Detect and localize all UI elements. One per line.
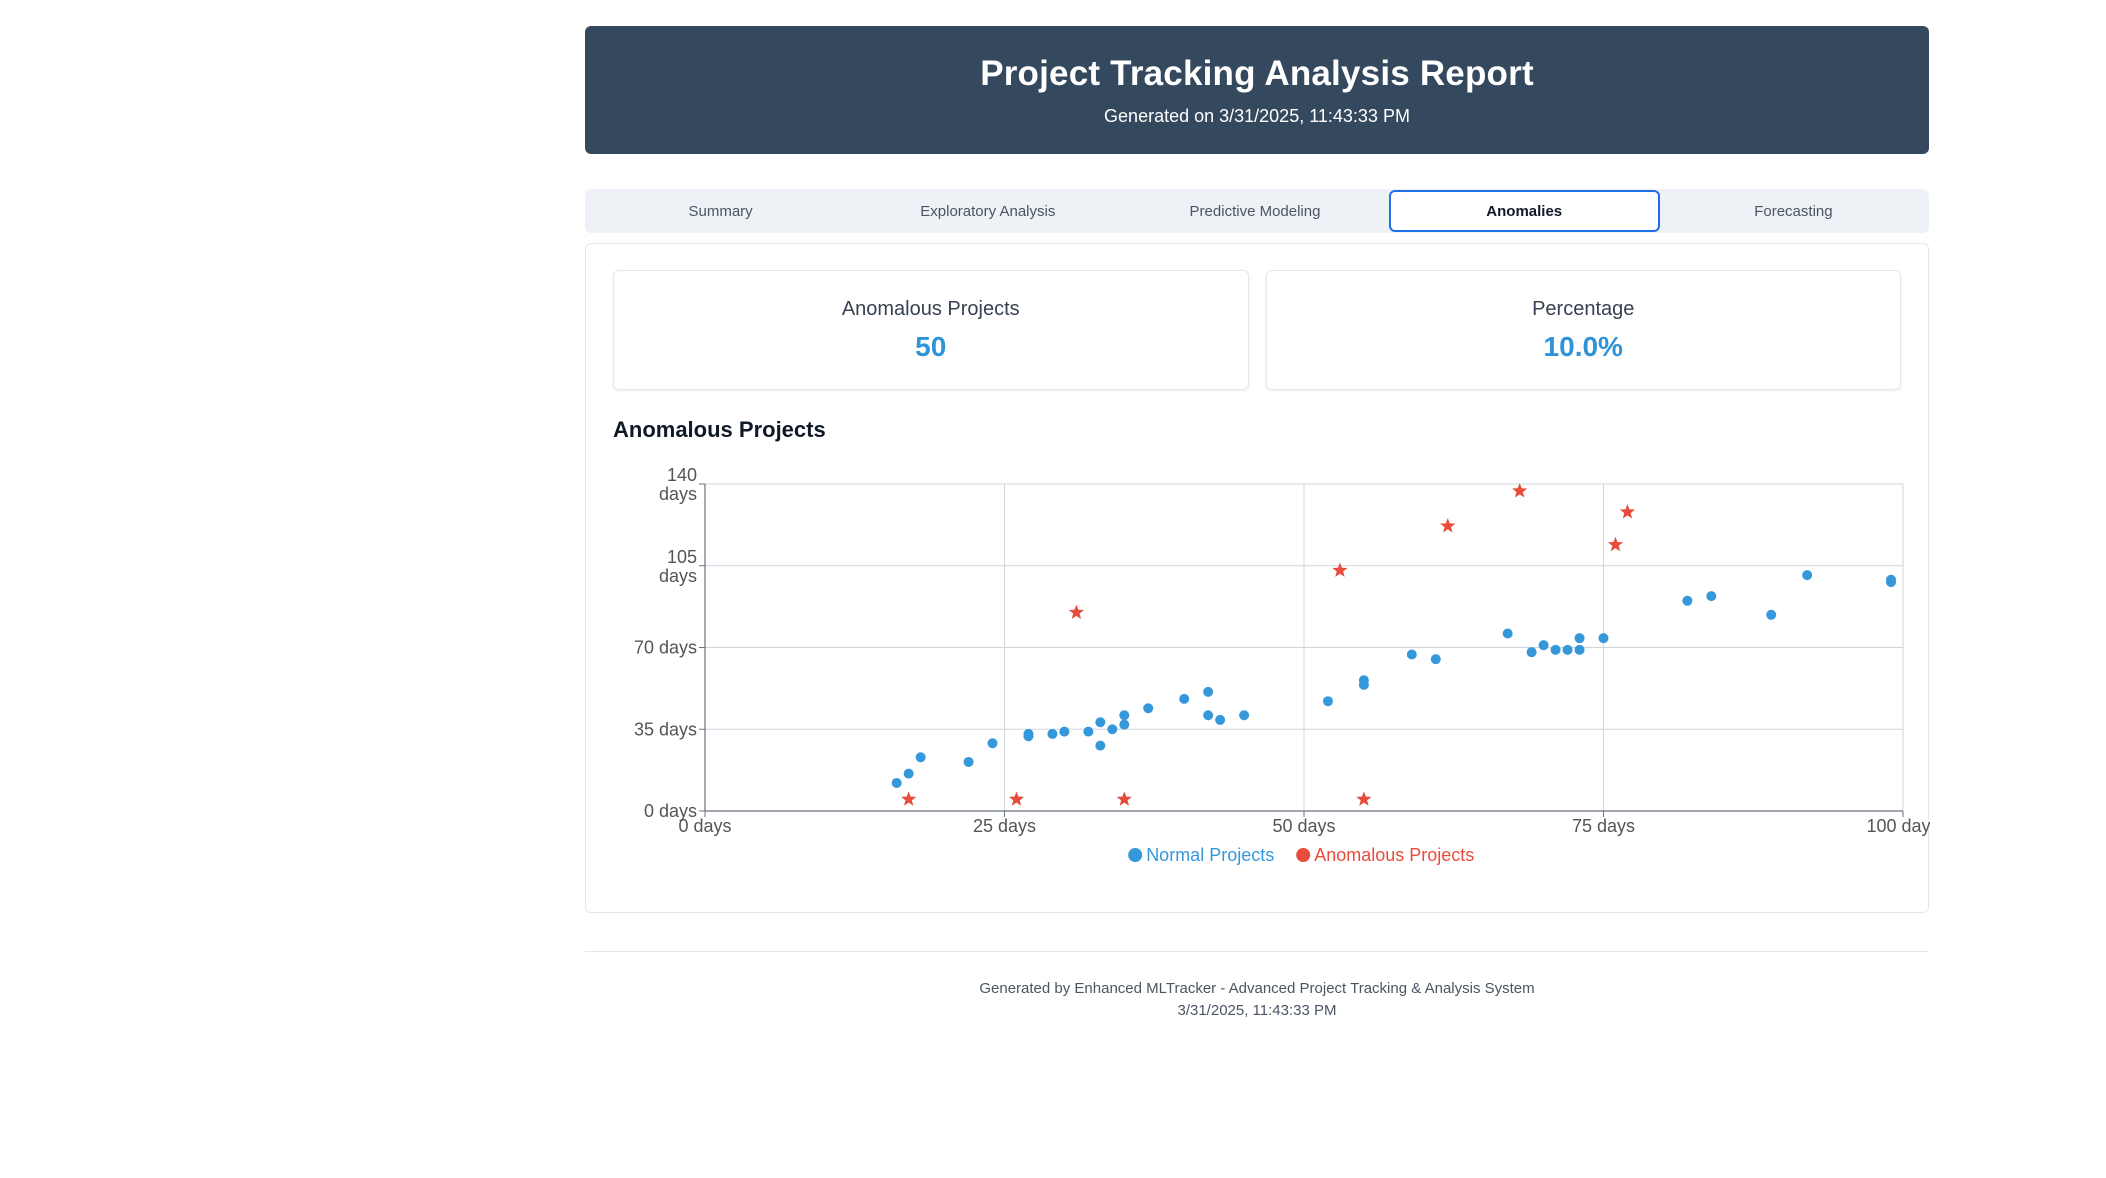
normal-project-point [1215,714,1226,725]
x-tick-label: 100 days [1866,816,1930,836]
y-tick-label-line: days [659,566,697,586]
normal-project-point [1107,724,1118,735]
normal-project-point [915,752,926,763]
legend-normal-label: Normal Projects [1146,845,1274,865]
normal-project-point [963,756,974,767]
footer-divider [585,951,1929,952]
anomalous-project-point [1332,562,1348,577]
anomalous-project-point [1008,791,1025,806]
tab-exploratory-analysis[interactable]: Exploratory Analysis [920,202,1056,220]
normal-project-point [1047,728,1058,739]
normal-project-point [1023,728,1034,739]
anomalous-project-point [1440,518,1456,533]
normal-project-point [1179,693,1190,704]
legend-anomalous-label: Anomalous Projects [1314,845,1474,865]
normal-project-point [1358,675,1369,686]
normal-project-point [1502,628,1513,639]
y-tick-label: 70 days [634,638,697,658]
tab-forecasting[interactable]: Forecasting [1754,202,1833,220]
normal-project-point [1802,570,1813,581]
report-header: Project Tracking Analysis Report Generat… [585,26,1929,154]
anomalous-project-point [1356,791,1372,806]
anomalous-project-point [901,791,917,806]
normal-project-point [903,768,914,779]
x-tick-label: 50 days [1272,816,1335,836]
anomalous-projects-card: Anomalous Projects 50 [613,270,1249,390]
normal-project-point [1239,710,1250,721]
normal-project-point [1095,740,1106,751]
legend-normal-marker [1128,848,1143,862]
y-tick-label: 140 days [659,465,697,504]
x-tick-label: 75 days [1572,816,1635,836]
report-title: Project Tracking Analysis Report [980,53,1534,93]
normal-project-point [1550,644,1561,655]
normal-project-point [1706,591,1717,602]
generated-timestamp: Generated on 3/31/2025, 11:43:33 PM [1104,105,1410,126]
stat-cards: Anomalous Projects 50 Percentage 10.0% [613,270,1901,390]
y-tick-label: 0 days [644,801,697,821]
y-tick-label: 105 days [659,547,697,586]
normal-project-point [1538,640,1549,651]
anomaly-scatter-chart: 0 days 25 days 50 days 75 days 100 days 0 day… [634,465,1940,865]
tab-bar: Summary Exploratory Analysis Predictive … [585,189,1929,233]
y-tick-label-line: days [659,484,697,504]
normal-project-point [1083,726,1094,737]
normal-project-point [1430,654,1441,665]
normal-project-point [1119,719,1130,730]
y-tick-label: 35 days [634,719,697,739]
normal-project-point [891,777,902,788]
footer-timestamp: 3/31/2025, 11:43:33 PM [1177,1002,1337,1019]
anomalies-panel: Anomalous Projects 50 Percentage 10.0% A… [585,243,1940,913]
x-tick-label: 25 days [973,816,1036,836]
normal-project-point [1598,633,1609,644]
percentage-card: Percentage 10.0% [1265,270,1901,390]
anomalous-projects-label: Anomalous Projects [841,297,1020,320]
footer-credit: Generated by Enhanced MLTracker - Advanc… [979,980,1535,997]
y-tick-label-line: 105 [667,547,697,567]
normal-project-point [1682,595,1693,606]
normal-project-point [1095,717,1106,728]
anomalous-projects-value: 50 [915,330,947,362]
normal-project-point [1119,710,1130,721]
normal-project-point [1143,703,1154,714]
tab-predictive-modeling[interactable]: Predictive Modeling [1189,202,1321,220]
normal-project-point [1574,644,1585,655]
normal-project-point [1322,696,1333,707]
footer: Generated by Enhanced MLTracker - Advanc… [585,978,1929,1022]
normal-project-point [987,738,998,749]
normal-project-point [1059,726,1070,737]
normal-project-point [1526,647,1537,658]
y-tick-label-line: 140 [667,465,697,485]
normal-project-point [1886,574,1897,585]
anomalous-project-point [1068,604,1084,619]
anomalous-project-point [1619,504,1636,519]
normal-project-point [1574,633,1585,644]
chart-title: Anomalous Projects [613,417,826,442]
report-container: Project Tracking Analysis Report Generat… [585,26,1940,913]
normal-project-point [1406,649,1417,660]
normal-project-point [1766,609,1777,620]
normal-project-point [1203,710,1214,721]
anomalous-project-point [1607,536,1624,552]
anomalous-project-point [1512,483,1528,498]
normal-project-point [1562,644,1573,655]
tab-summary[interactable]: Summary [688,202,753,220]
x-tick-label: 0 days [678,816,731,836]
tab-anomalies[interactable]: Anomalies [1388,190,1660,232]
scatter-chart-container: 0 days 25 days 50 days 75 days 100 days 0 day… [586,464,1940,884]
anomalous-project-point [1116,791,1132,806]
legend-anomalous-marker [1296,848,1311,862]
percentage-label: Percentage [1532,297,1635,320]
percentage-value: 10.0% [1543,330,1623,362]
normal-project-point [1203,686,1214,697]
